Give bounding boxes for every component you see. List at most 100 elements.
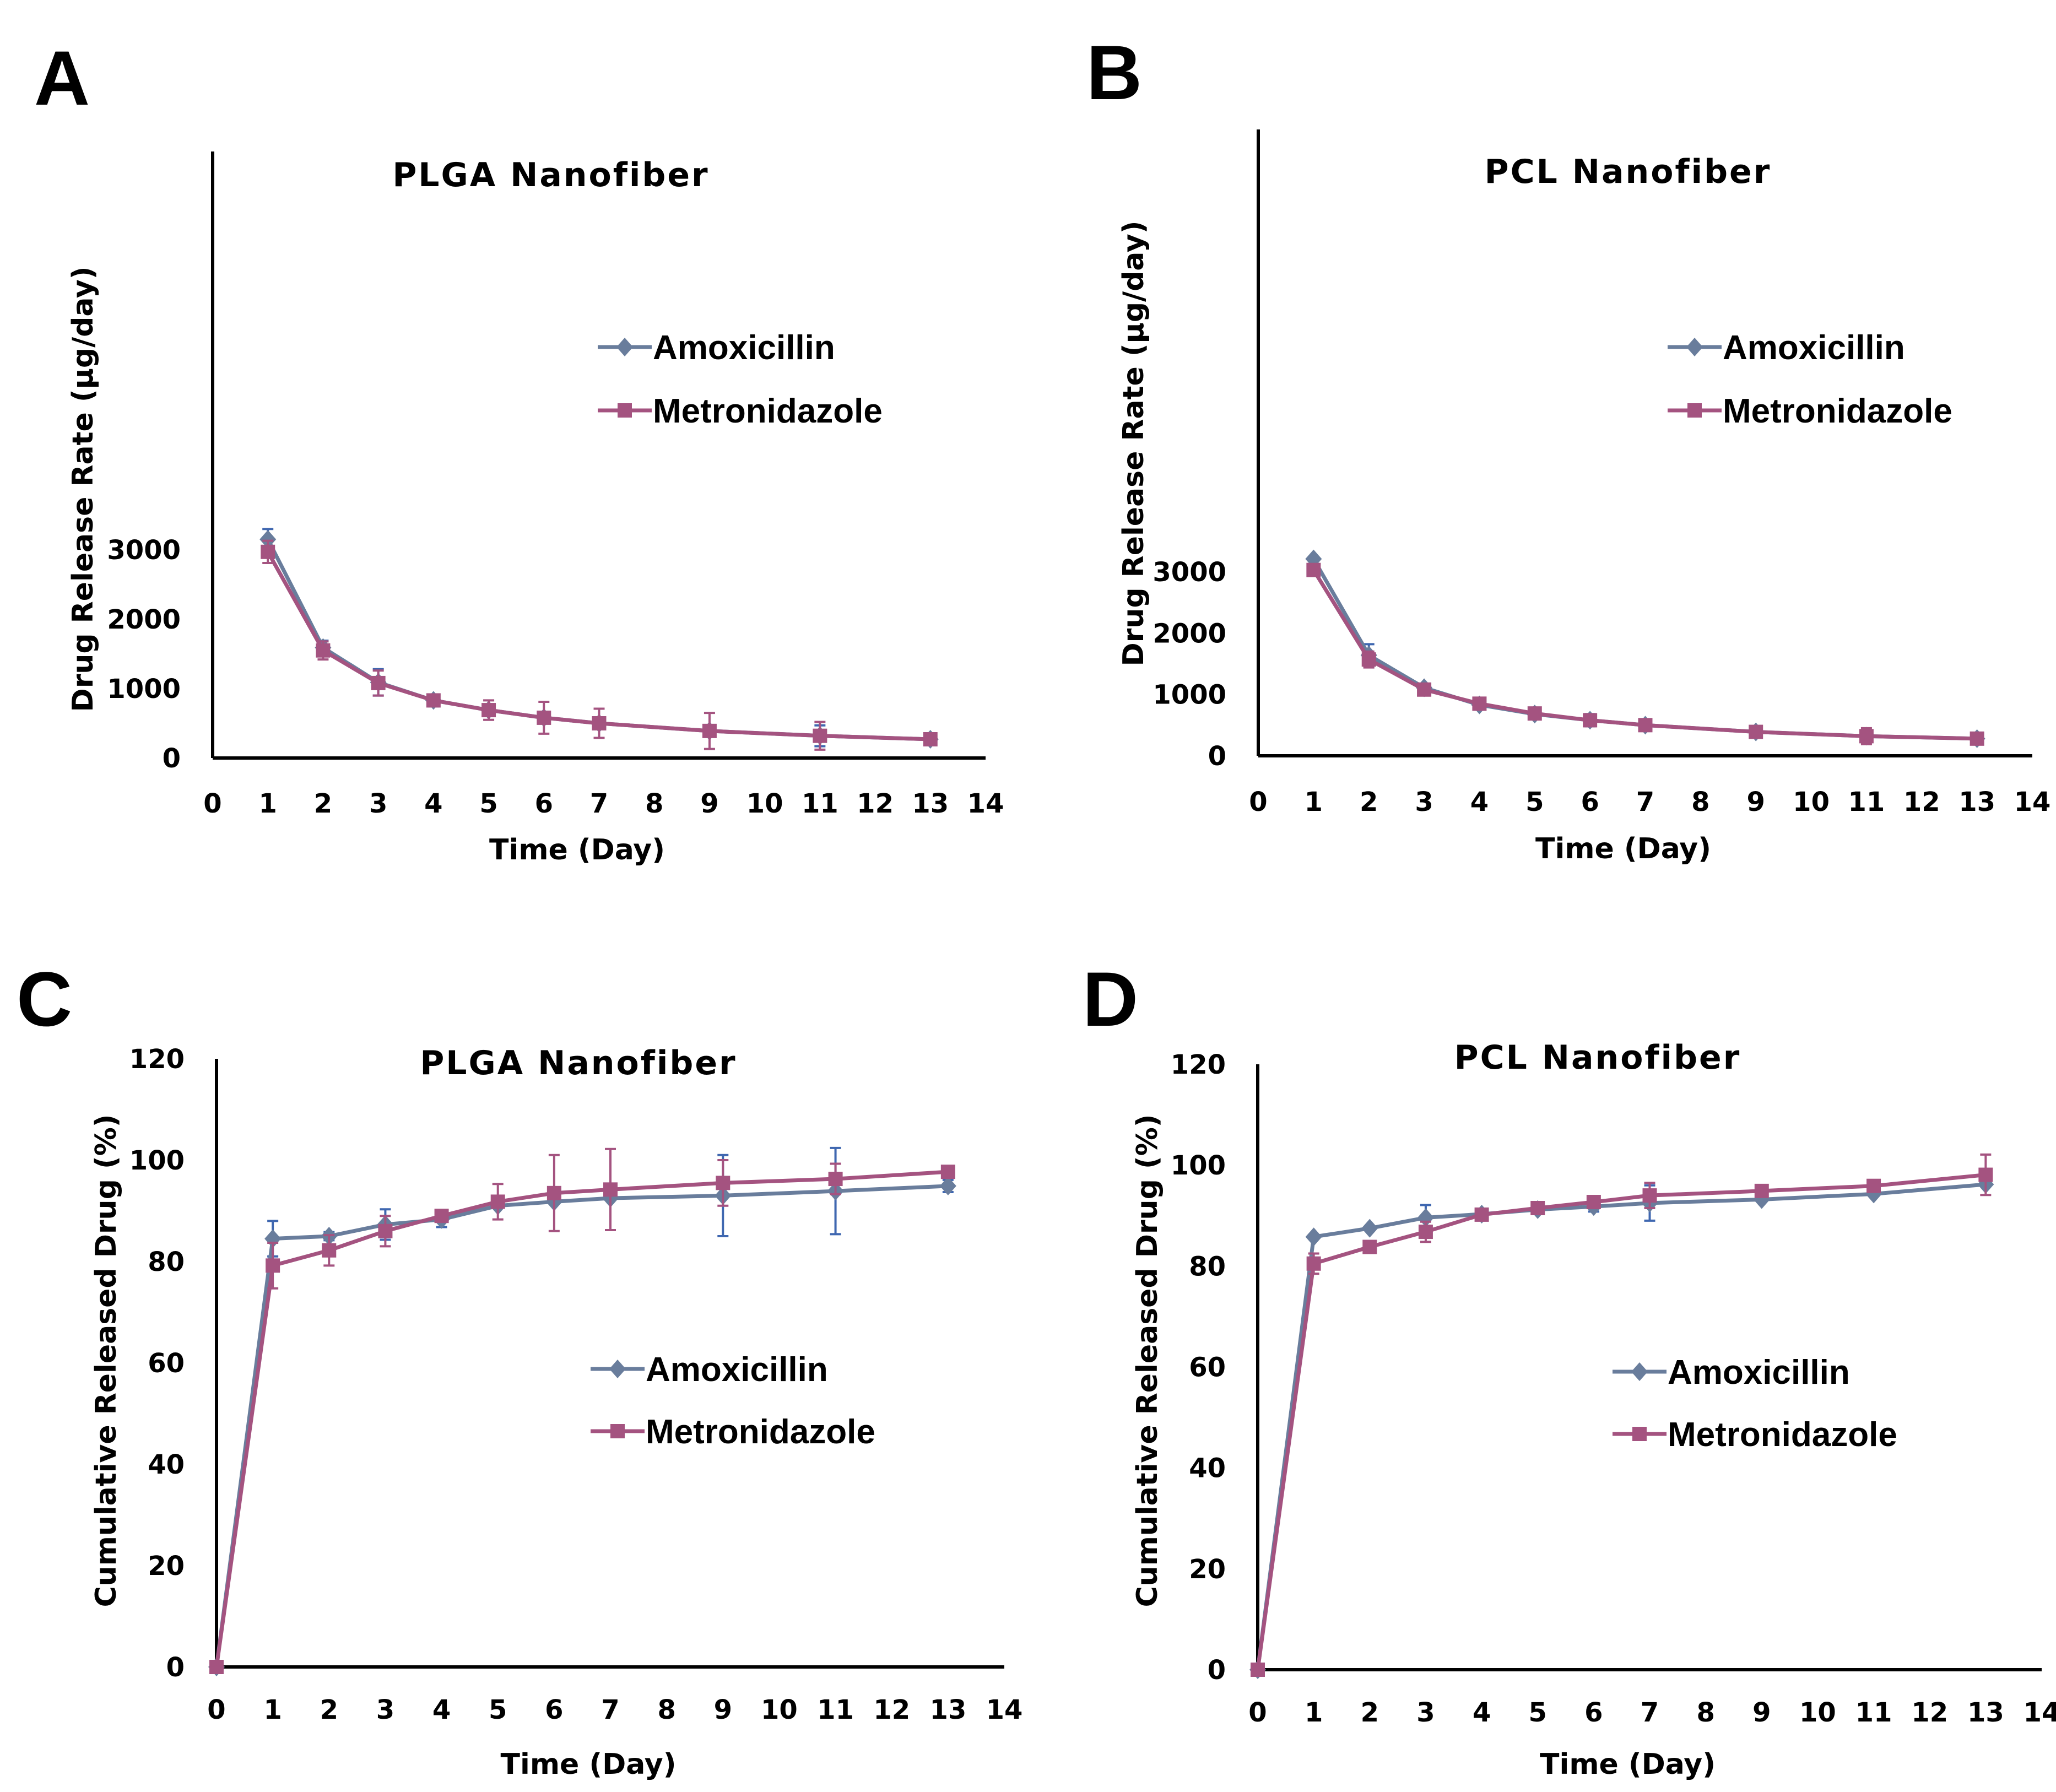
data-point <box>1527 706 1542 721</box>
data-point <box>923 732 938 746</box>
x-tick-label: 4 <box>432 1694 451 1725</box>
data-point <box>702 723 717 738</box>
x-tick-label: 0 <box>1249 787 1267 818</box>
data-point <box>1305 1227 1322 1247</box>
legend-marker <box>610 1424 625 1438</box>
legend-entry: Metronidazole <box>591 1413 875 1451</box>
x-tick-label: 3 <box>369 788 387 819</box>
x-tick-label: 10 <box>746 788 783 819</box>
data-point <box>1866 1178 1881 1193</box>
data-point <box>1306 562 1321 577</box>
series-amoxicillin <box>208 1146 956 1676</box>
data-point <box>1638 718 1653 733</box>
x-tick-label: 8 <box>1691 787 1709 818</box>
legend-label: Amoxicillin <box>646 1351 828 1389</box>
data-point <box>316 643 331 658</box>
data-point <box>378 1223 393 1238</box>
y-tick-label: 120 <box>1171 1049 1226 1080</box>
data-point <box>716 1176 731 1190</box>
legend-label: Metronidazole <box>1723 392 1952 430</box>
data-point <box>1362 1239 1377 1254</box>
chart-title: PLGA Nanofiber <box>392 156 709 194</box>
y-tick-label: 0 <box>1208 741 1226 772</box>
legend-entry: Amoxicillin <box>598 329 835 367</box>
data-point <box>426 693 441 708</box>
data-point <box>1749 724 1763 739</box>
y-tick-label: 100 <box>129 1145 185 1176</box>
x-tick-label: 0 <box>207 1694 225 1725</box>
data-point <box>1970 731 1984 746</box>
data-point <box>813 728 827 743</box>
x-tick-label: 4 <box>1470 787 1489 818</box>
y-tick-label: 1000 <box>107 674 181 705</box>
panel-letter: A <box>34 35 90 121</box>
data-point <box>592 716 607 730</box>
data-point <box>1754 1183 1769 1198</box>
data-point <box>434 1209 449 1223</box>
data-point <box>1417 682 1432 697</box>
y-tick-label: 80 <box>148 1247 185 1277</box>
x-tick-label: 9 <box>700 788 718 819</box>
data-point <box>1251 1663 1265 1677</box>
x-tick-label: 12 <box>873 1694 910 1725</box>
legend-marker <box>1632 1427 1647 1441</box>
y-axis-label: Cumulative Released Drug (%) <box>1131 1114 1164 1607</box>
y-tick-label: 40 <box>148 1449 185 1480</box>
data-point <box>1472 696 1487 711</box>
legend-marker <box>609 1360 626 1378</box>
legend-entry: Amoxicillin <box>1668 329 1905 367</box>
y-tick-label: 20 <box>148 1551 185 1582</box>
x-tick-label: 3 <box>1415 787 1433 818</box>
x-tick-label: 2 <box>1361 1697 1379 1728</box>
x-tick-label: 13 <box>1958 787 1995 818</box>
chart-title: PCL Nanofiber <box>1485 153 1772 191</box>
chart-title: PLGA Nanofiber <box>420 1044 737 1082</box>
data-point <box>547 1185 561 1200</box>
x-tick-label: 1 <box>263 1694 282 1725</box>
x-axis-label: Time (Day) <box>489 833 665 867</box>
panel-letter: D <box>1083 956 1138 1042</box>
x-tick-label: 5 <box>479 788 497 819</box>
data-point <box>1978 1167 1993 1182</box>
legend-label: Metronidazole <box>1668 1416 1897 1454</box>
y-tick-label: 3000 <box>107 535 181 566</box>
series-metronidazole <box>1251 1153 1993 1677</box>
x-tick-label: 2 <box>320 1694 338 1725</box>
x-tick-label: 6 <box>545 1694 563 1725</box>
x-tick-label: 5 <box>1525 787 1544 818</box>
legend-entry: Amoxicillin <box>1613 1354 1850 1392</box>
data-point <box>939 1176 956 1195</box>
x-tick-label: 7 <box>1636 787 1654 818</box>
legend-entry: Metronidazole <box>1668 392 1952 430</box>
x-tick-label: 3 <box>376 1694 394 1725</box>
data-point <box>481 703 496 718</box>
data-point <box>1306 1256 1321 1271</box>
series-metronidazole <box>209 1147 955 1674</box>
data-point <box>261 544 275 559</box>
x-tick-label: 12 <box>1903 787 1940 818</box>
series-metronidazole <box>261 539 938 751</box>
x-tick-label: 5 <box>489 1694 507 1725</box>
x-tick-label: 13 <box>912 788 949 819</box>
legend-marker <box>1631 1362 1648 1381</box>
x-tick-label: 2 <box>314 788 332 819</box>
x-tick-label: 11 <box>1855 1697 1892 1728</box>
data-point <box>1361 1219 1378 1238</box>
x-tick-label: 11 <box>817 1694 854 1725</box>
x-tick-label: 14 <box>986 1694 1023 1725</box>
x-tick-label: 6 <box>1584 1697 1603 1728</box>
x-tick-label: 13 <box>1967 1697 2004 1728</box>
data-point <box>490 1194 505 1209</box>
x-tick-label: 0 <box>1248 1697 1267 1728</box>
legend-label: Amoxicillin <box>1668 1354 1850 1392</box>
data-point <box>266 1258 280 1273</box>
x-tick-label: 8 <box>657 1694 675 1725</box>
y-tick-label: 0 <box>163 743 181 774</box>
legend-label: Metronidazole <box>653 392 883 430</box>
legend-label: Amoxicillin <box>653 329 835 367</box>
y-tick-label: 60 <box>148 1348 185 1379</box>
x-tick-label: 11 <box>802 788 838 819</box>
x-tick-label: 1 <box>1305 787 1323 818</box>
